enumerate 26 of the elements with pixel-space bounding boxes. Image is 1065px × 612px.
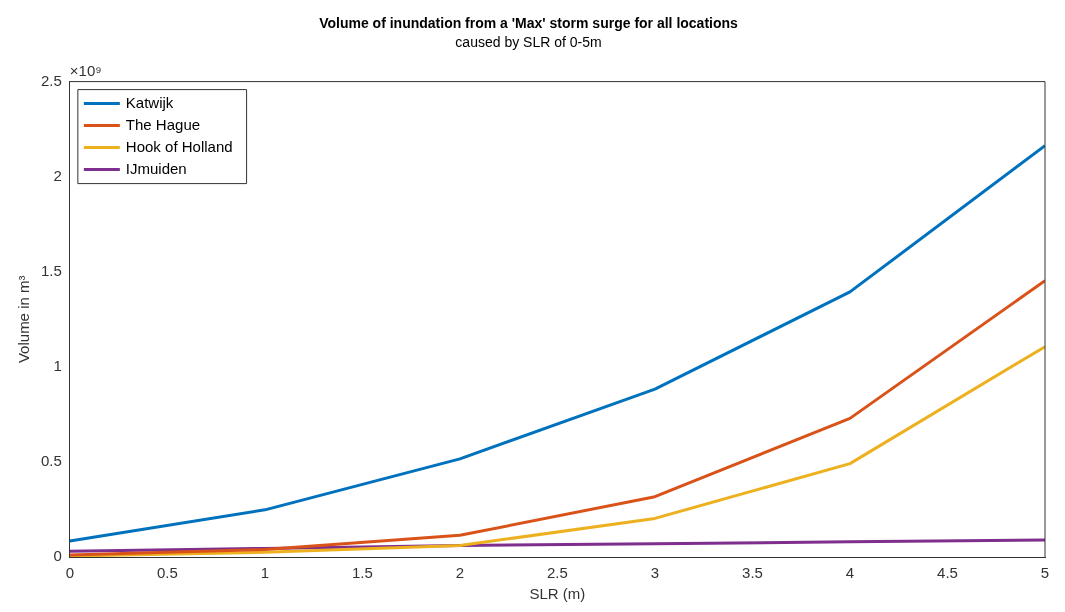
x-tick-label: 4 — [845, 564, 855, 582]
x-tick-label: 2 — [455, 564, 465, 582]
text: ×10⁹ — [69, 62, 102, 80]
y-axis-title: Volume in m³ — [15, 275, 33, 364]
y-tick-label: 0.5 — [40, 452, 62, 470]
x-tick-label: 0 — [65, 564, 75, 582]
x-tick-label: 4.5 — [937, 564, 958, 582]
legend-label: Hook of Holland — [125, 137, 233, 155]
y-tick-label: 2.5 — [40, 71, 62, 89]
x-tick-label: 0.5 — [156, 564, 178, 582]
y-tick-label: 1 — [53, 356, 62, 374]
x-tick-label: 2.5 — [547, 564, 568, 582]
x-tick-label: 3.5 — [742, 564, 763, 582]
chart-title: Volume of inundation from a 'Max' storm surge for all locations — [319, 15, 739, 32]
y-tick-label: 1.5 — [40, 261, 62, 279]
x-tick-label: 5 — [1040, 564, 1050, 582]
legend-label: IJmuiden — [125, 159, 187, 177]
y-tick-label: 2 — [53, 166, 62, 184]
x-tick-label: 1 — [260, 564, 270, 582]
legend-label: The Hague — [125, 115, 201, 133]
x-tick-label: 1.5 — [351, 564, 373, 582]
y-tick-label: 0 — [53, 547, 62, 565]
chart-subtitle: caused by SLR of 0-5m — [455, 34, 602, 51]
x-tick-label: 3 — [650, 564, 660, 582]
x-axis-title: SLR (m) — [529, 585, 586, 603]
legend-label: Katwijk — [125, 93, 174, 111]
